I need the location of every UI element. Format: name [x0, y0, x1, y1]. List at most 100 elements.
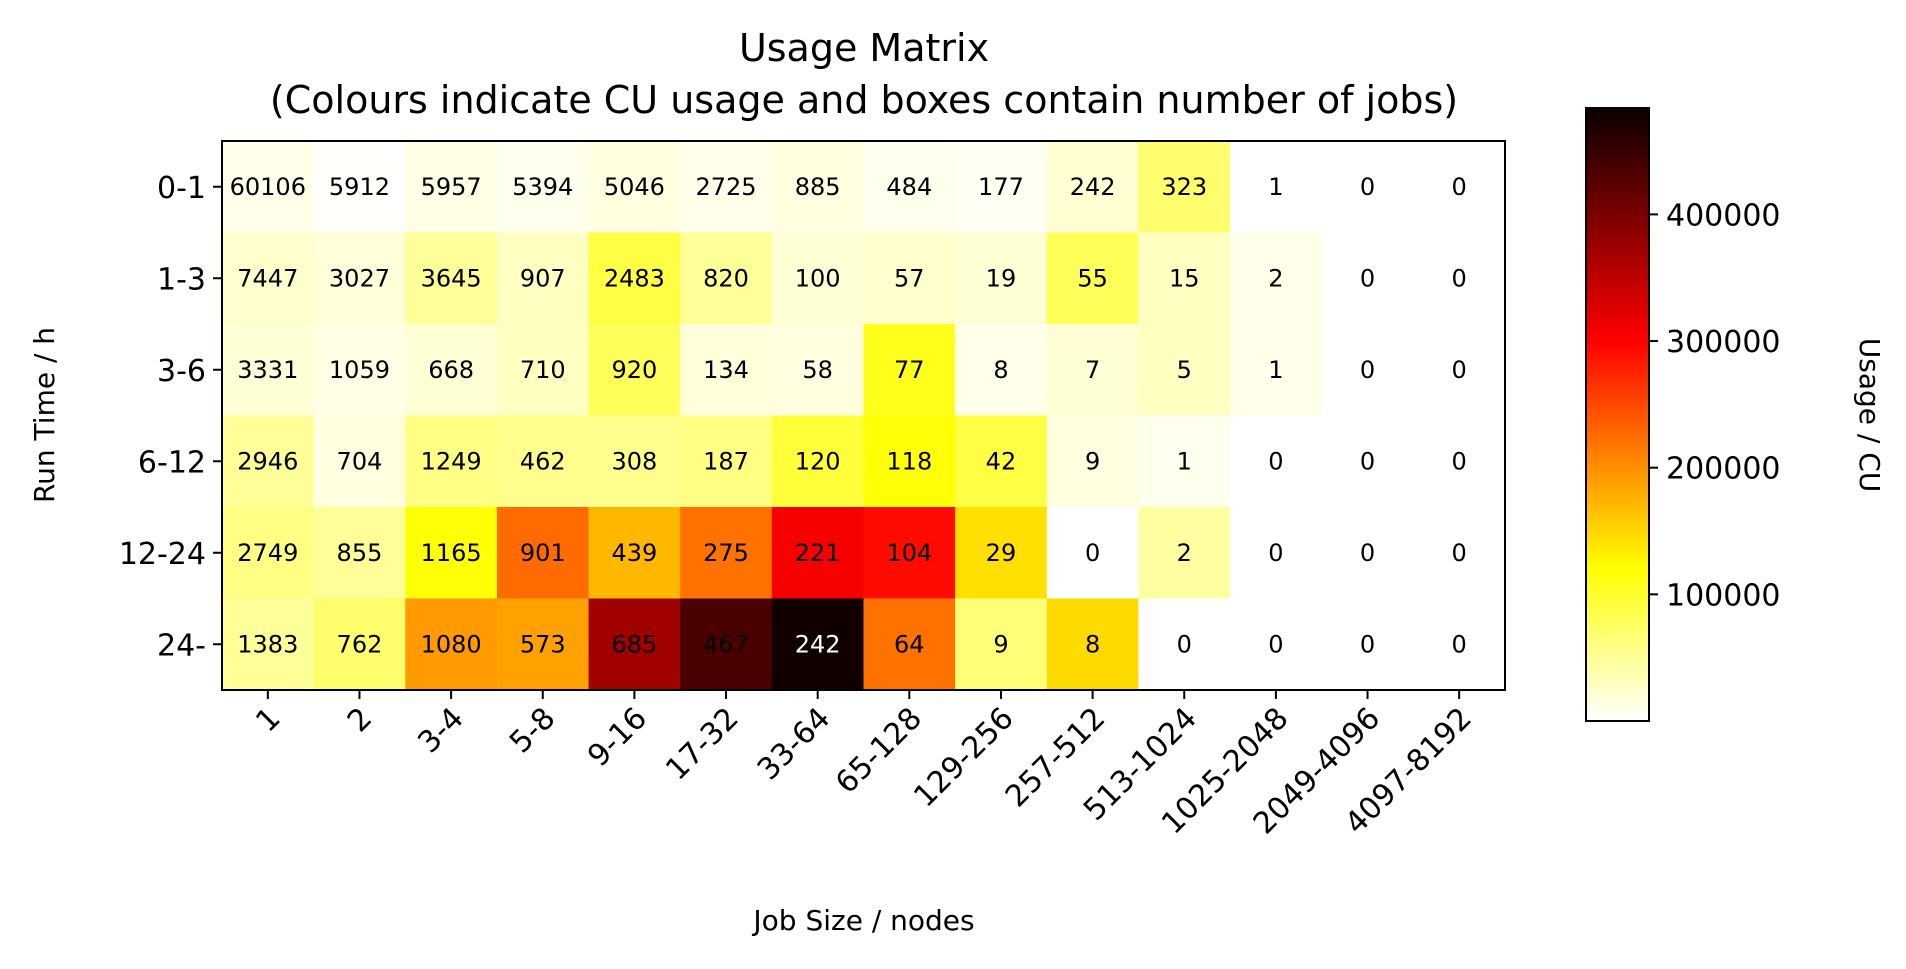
x-tick-label: 1: [249, 701, 287, 739]
cell-job-count: 0: [1360, 539, 1375, 567]
heatmap-cell: [588, 141, 681, 234]
cell-job-count: 19: [986, 264, 1017, 292]
cell-job-count: 2946: [237, 447, 298, 475]
cell-job-count: 58: [802, 356, 833, 384]
heatmap-cell: [955, 415, 1048, 508]
cell-job-count: 0: [1452, 630, 1467, 658]
cell-job-count: 100: [795, 264, 841, 292]
heatmap-cell: [588, 232, 681, 325]
heatmap-cell: [955, 232, 1048, 325]
cell-job-count: 0: [1360, 447, 1375, 475]
cell-job-count: 242: [1070, 173, 1116, 201]
cell-job-count: 820: [703, 264, 749, 292]
colorbar-tick-label: 300000: [1666, 325, 1781, 360]
cell-job-count: 0: [1177, 630, 1192, 658]
cell-job-count: 55: [1077, 264, 1108, 292]
heatmap-cell: [1138, 141, 1231, 234]
cell-job-count: 187: [703, 447, 749, 475]
cell-job-count: 7: [1085, 356, 1100, 384]
heatmap-cell: [1138, 415, 1231, 508]
cell-job-count: 15: [1169, 264, 1200, 292]
cell-job-count: 2725: [696, 173, 757, 201]
x-axis-label: Job Size / nodes: [751, 904, 974, 937]
heatmap-cell: [405, 415, 498, 508]
heatmap-cell: [496, 415, 590, 508]
cell-job-count: 5046: [604, 173, 665, 201]
heatmap-cell: [222, 598, 315, 691]
heatmap-cell: [1046, 324, 1140, 417]
colorbar-tick-label: 200000: [1666, 452, 1781, 487]
x-tick-label: 129-256: [907, 701, 1020, 814]
cell-job-count: 3027: [329, 264, 390, 292]
heatmap-cell: [863, 415, 956, 508]
cell-job-count: 0: [1452, 356, 1467, 384]
heatmap-cell: [405, 507, 498, 600]
cell-job-count: 1059: [329, 356, 390, 384]
y-axis-label: Run Time / h: [28, 327, 61, 503]
heatmap-cell: [680, 415, 773, 508]
heatmap-cell: [588, 415, 681, 508]
heatmap-cell: [955, 141, 1048, 234]
cell-job-count: 2: [1177, 539, 1192, 567]
heatmap-cell: [680, 141, 773, 234]
cell-job-count: 0: [1085, 539, 1100, 567]
heatmap-cell: [771, 507, 865, 600]
heatmap-cell: [1138, 598, 1231, 691]
heatmap-cell: [1321, 415, 1414, 508]
cell-job-count: 439: [611, 539, 657, 567]
cell-job-count: 5394: [512, 173, 573, 201]
heatmap-cell: [1321, 324, 1414, 417]
heatmap-cell: [955, 324, 1048, 417]
colorbar-ticks: 100000 200000 300000 400000: [1649, 198, 1781, 613]
heatmap-cell: [1321, 141, 1414, 234]
cell-job-count: 0: [1452, 264, 1467, 292]
heatmap-cell: [1046, 598, 1140, 691]
cell-job-count: 60106: [230, 173, 306, 201]
heatmap-cell: [496, 598, 590, 691]
cell-job-count: 2749: [237, 539, 298, 567]
heatmap-cell: [1046, 141, 1140, 234]
cell-job-count: 467: [703, 630, 749, 658]
heatmap-cell: [863, 232, 956, 325]
heatmap-cell: [771, 141, 865, 234]
heatmap-cell: [1046, 232, 1140, 325]
x-tick-label: 33-64: [751, 701, 837, 787]
cell-job-count: 0: [1452, 447, 1467, 475]
heatmap-cell: [863, 598, 956, 691]
cell-job-count: 484: [886, 173, 932, 201]
y-tick-label: 24-: [157, 628, 206, 663]
cell-job-count: 275: [703, 539, 749, 567]
y-tick-label: 0-1: [157, 171, 206, 206]
cell-job-count: 685: [611, 630, 657, 658]
y-tick-label: 1-3: [157, 262, 206, 297]
heatmap-cell: [222, 232, 315, 325]
chart-subtitle: (Colours indicate CU usage and boxes con…: [270, 78, 1458, 122]
heatmap-cell: [680, 324, 773, 417]
x-tick-label: 5-8: [503, 701, 562, 760]
x-tick-label: 3-4: [411, 701, 470, 760]
cell-job-count: 0: [1360, 264, 1375, 292]
cell-job-count: 0: [1360, 356, 1375, 384]
heatmap-cell: [588, 598, 681, 691]
heatmap-cell: [955, 507, 1048, 600]
heatmap-cell: [1413, 141, 1506, 234]
cell-job-count: 0: [1452, 539, 1467, 567]
heatmap-cell: [1413, 507, 1506, 600]
cell-job-count: 177: [978, 173, 1024, 201]
cell-job-count: 323: [1161, 173, 1207, 201]
heatmap-cell: [313, 324, 406, 417]
heatmap-cell: [1321, 507, 1414, 600]
cell-job-count: 5957: [421, 173, 482, 201]
heatmap-cell: [222, 415, 315, 508]
heatmap-cell: [405, 141, 498, 234]
colorbar-tick-label: 100000: [1666, 578, 1781, 613]
x-tick-label: 9-16: [581, 701, 654, 774]
heatmap-cell: [771, 415, 865, 508]
heatmap-cell: [1138, 324, 1231, 417]
cell-job-count: 885: [795, 173, 841, 201]
heatmap-cell: [1230, 232, 1323, 325]
heatmap-cell: [863, 324, 956, 417]
x-tick-label: 17-32: [659, 701, 745, 787]
cell-job-count: 0: [1360, 630, 1375, 658]
cell-job-count: 8: [993, 356, 1008, 384]
